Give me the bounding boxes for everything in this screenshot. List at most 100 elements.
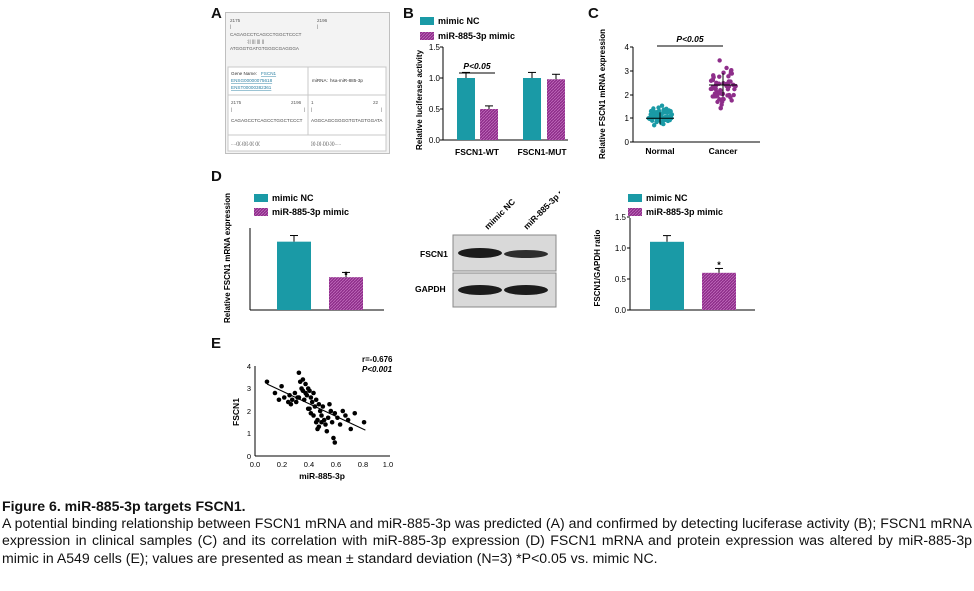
panel-a-alignment: 2175 2196 | | CAGAGCCTCAGCCTGGCTCCCT :|| …: [225, 12, 390, 154]
left-pos-end: 2196: [291, 100, 302, 105]
scatter-point: [307, 388, 312, 394]
point-cancer: [725, 86, 731, 92]
panel-c-chart: Relative FSCN1 mRNA expression 0 1 2 3 4…: [598, 29, 760, 159]
right-seq: AGGCAGCGGGGTGTAGTGGATA: [311, 118, 383, 123]
legend-label-mimic: miR-885-3p mimic: [272, 207, 349, 217]
point-normal: [663, 109, 668, 115]
point-normal: [656, 105, 661, 110]
svg-text:|: |: [381, 107, 382, 112]
y-tick-0: 0.0: [429, 136, 441, 145]
y-axis-label: FSCN1: [231, 398, 241, 426]
scatter-point: [311, 390, 316, 396]
band-fscn1-mimic: [504, 250, 548, 258]
left-seq: CAGAGCCTCAGCCTGGCTCCCT: [231, 118, 303, 123]
x-tick-5: 1.0: [383, 460, 393, 469]
legend-swatch-mimic: [420, 32, 434, 40]
x-tick-wt: FSCN1-WT: [455, 147, 500, 157]
point-cancer: [721, 70, 726, 75]
point-normal: [661, 121, 666, 127]
bar-nc-0: [457, 78, 475, 140]
significance-label: P<0.05: [676, 34, 703, 44]
top-seq-mirna: ATGGGTGATGTGGGCGAGGGA: [230, 46, 300, 51]
point-cancer: [718, 106, 723, 111]
scatter-point: [332, 410, 338, 416]
y-tick-3: 1.5: [429, 43, 441, 52]
bar-mimic: [702, 272, 736, 310]
legend-label-nc: mimic NC: [438, 16, 480, 26]
y-tick-2: 2: [625, 91, 630, 100]
gene-id-link-1[interactable]: ENSG00000075618: [231, 78, 273, 83]
scatter-point: [321, 417, 327, 423]
scatter-point: [279, 383, 284, 389]
scatter-point: [361, 419, 367, 425]
bar-mimic-1: [547, 79, 565, 140]
point-cancer: [714, 80, 719, 86]
significance-star: *: [344, 270, 348, 280]
panel-e-chart: FSCN1 0 1 2 3 4 0.0 0.2 0.4 0.6 0.8 1.0 …: [231, 355, 393, 481]
point-cancer: [726, 74, 731, 79]
scatter-point: [300, 377, 306, 382]
top-seq-mrna: CAGAGCCTCAGCCTGGCTCCCT: [230, 32, 302, 37]
y-tick-0: 0: [625, 138, 630, 147]
y-tick-2: 1.0: [615, 244, 627, 253]
scatter-point: [323, 422, 328, 427]
scatter-point: [307, 406, 312, 412]
gene-name-link[interactable]: FSCN1: [261, 71, 277, 76]
bar-nc-1: [523, 78, 541, 140]
scatter-point: [343, 413, 348, 418]
significance-label: P<0.05: [463, 61, 490, 71]
correlation-r: r=-0.676: [362, 355, 393, 364]
scatter-point: [289, 397, 295, 403]
point-cancer: [711, 75, 716, 80]
y-axis-label: Relative FSCN1 mRNA expression: [598, 29, 607, 159]
correlation-p: P<0.001: [362, 365, 393, 374]
svg-text:|: |: [231, 107, 232, 112]
scatter-point: [293, 399, 299, 405]
svg-text:|: |: [230, 24, 231, 29]
panel-label-d: D: [211, 168, 222, 185]
row-label-fscn1: FSCN1: [420, 249, 448, 259]
y-axis-label: FSCN1/GAPDH ratio: [593, 229, 602, 306]
point-cancer: [717, 74, 722, 79]
scatter-point: [316, 401, 322, 407]
significance-star: *: [717, 260, 721, 270]
point-cancer: [720, 96, 726, 102]
scatter-point: [296, 370, 302, 376]
panel-d-western-blot: mimic NC miR-885-3p mimic FSCN1 GAPDH: [415, 190, 560, 308]
right-pos-start: 1: [311, 100, 314, 105]
y-tick-2: 1.0: [429, 74, 441, 83]
scatter-point: [264, 379, 270, 385]
scatter-point: [313, 397, 319, 403]
y-tick-1: 0.5: [615, 275, 627, 284]
scatter-point: [329, 419, 335, 425]
mirna-label: miRNA:: [312, 78, 328, 83]
point-cancer: [715, 99, 720, 105]
point-normal: [648, 112, 653, 117]
scatter-point: [304, 392, 310, 398]
x-tick-2: 0.4: [304, 460, 314, 469]
panel-label-e: E: [211, 335, 222, 352]
svg-text:|: |: [304, 107, 305, 112]
right-pos-end: 22: [373, 100, 379, 105]
legend-swatch-mimic: [628, 208, 642, 216]
point-cancer: [724, 65, 729, 71]
gene-name-label: Gene Name:: [231, 71, 257, 76]
legend-label-mimic: miR-885-3p mimic: [438, 31, 515, 41]
y-tick-1: 1: [625, 114, 630, 123]
svg-text:|: |: [311, 107, 312, 112]
scatter-point: [337, 422, 343, 427]
scatter-point: [308, 395, 314, 400]
point-cancer: [731, 92, 736, 98]
scatter-point: [315, 426, 320, 432]
point-normal: [659, 103, 665, 108]
y-tick-1: 1: [247, 429, 251, 438]
bar-mimic-0: [480, 109, 498, 140]
svg-text:|: |: [317, 24, 318, 29]
right-structure: ))).))).)))).))).....: [311, 141, 341, 146]
gene-id-link-2[interactable]: ENST00000382361: [231, 85, 272, 90]
caption-body: A potential binding relationship between…: [2, 515, 972, 566]
legend-label-mimic: miR-885-3p mimic: [646, 207, 723, 217]
y-tick-4: 4: [247, 362, 251, 371]
lane-label-nc: mimic NC: [482, 197, 517, 232]
legend-swatch-nc: [420, 17, 434, 25]
